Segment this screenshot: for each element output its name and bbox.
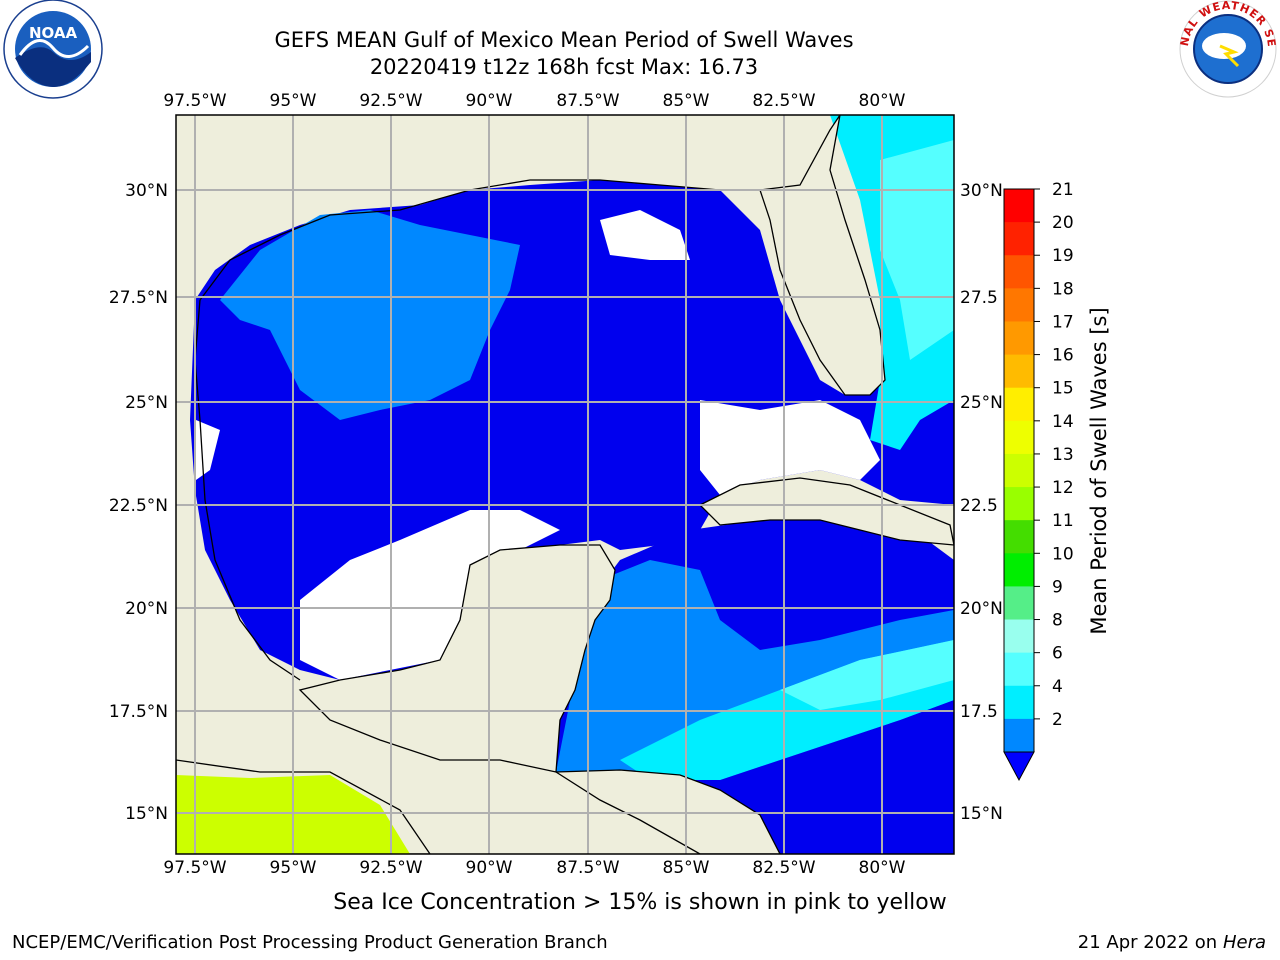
lon-label: 97.5°W: [163, 858, 226, 878]
svg-text:NOAA: NOAA: [29, 24, 78, 42]
colorbar-swatch: [1004, 189, 1034, 223]
lat-label: 25°N: [125, 393, 168, 413]
lon-label: 92.5°W: [359, 91, 422, 111]
lon-label: 97.5°W: [163, 91, 226, 111]
map-subtitle: 20220419 t12z 168h fcst Max: 16.73: [369, 55, 759, 79]
lon-label: 85°W: [663, 858, 710, 878]
lon-label: 95°W: [270, 91, 317, 111]
lat-labels-left: 30°N 27.5°N 25°N 22.5°N 20°N 17.5°N 15°N: [109, 181, 168, 824]
footer-credit: NCEP/EMC/Verification Post Processing Pr…: [12, 932, 608, 953]
lon-label: 80°W: [859, 91, 906, 111]
lat-label: 15°N: [125, 804, 168, 824]
colorbar: [1003, 188, 1035, 782]
colorbar-tick-label: 10: [1052, 544, 1074, 564]
colorbar-tick-label: 4: [1052, 677, 1063, 697]
colorbar-swatch: [1004, 553, 1034, 587]
colorbar-swatch: [1004, 420, 1034, 455]
lat-label: 30°N: [125, 181, 168, 201]
lat-label: 17.5: [960, 702, 998, 722]
lat-label: 30°N: [960, 181, 1003, 201]
colorbar-swatch: [1004, 321, 1034, 356]
lat-label: 22.5: [960, 496, 998, 516]
lon-label: 87.5°W: [556, 858, 619, 878]
footer-machine: Hera: [1222, 932, 1266, 953]
lat-label: 27.5°N: [109, 288, 168, 308]
colorbar-tick-label: 21: [1052, 180, 1074, 200]
lat-label: 25°N: [960, 393, 1003, 413]
colorbar-tick-label: 11: [1052, 511, 1074, 531]
colorbar-swatch: [1004, 255, 1034, 289]
lon-label: 80°W: [859, 858, 906, 878]
colorbar-tick-label: 13: [1052, 445, 1074, 465]
colorbar-tick-label: 20: [1052, 213, 1074, 233]
western-swell-region: [220, 210, 520, 420]
lon-label: 85°W: [663, 91, 710, 111]
colorbar-label: Mean Period of Swell Waves [s]: [1087, 307, 1111, 634]
colorbar-tick-label: 6: [1052, 644, 1063, 664]
colorbar-swatch: [1004, 222, 1034, 256]
colorbar-swatch: [1004, 288, 1034, 322]
cuba: [698, 477, 954, 546]
lon-label: 90°W: [466, 91, 513, 111]
colorbar-tick-label: 17: [1052, 312, 1074, 332]
colorbar-swatch: [1004, 520, 1034, 554]
caribbean-lightcyan: [780, 640, 954, 710]
lon-label: 92.5°W: [359, 858, 422, 878]
lat-label: 17.5°N: [109, 702, 168, 722]
atlantic-lightcyan: [880, 140, 954, 360]
colorbar-swatch: [1004, 652, 1034, 687]
colorbar-swatch: [1004, 387, 1034, 422]
lat-label: 20°N: [960, 599, 1003, 619]
lat-label: 20°N: [125, 599, 168, 619]
lon-labels-top: 97.5°W 95°W 92.5°W 90°W 87.5°W 85°W 82.5…: [163, 91, 905, 111]
lat-label: 15°N: [960, 804, 1003, 824]
colorbar-tick-label: 2: [1052, 710, 1063, 730]
sea-ice-note: Sea Ice Concentration > 15% is shown in …: [333, 890, 947, 915]
blank-area-west: [196, 420, 220, 480]
colorbar-tick-label: 15: [1052, 379, 1074, 399]
noaa-logo: NOAA: [3, 0, 103, 99]
lon-labels-bottom: 97.5°W 95°W 92.5°W 90°W 87.5°W 85°W 82.5…: [163, 858, 905, 878]
nws-logo: NATIONAL WEATHER SERVICE: [1176, 0, 1277, 98]
colorbar-tick-label: 14: [1052, 412, 1074, 432]
colorbar-frame: [1003, 188, 1035, 752]
lon-label: 95°W: [270, 858, 317, 878]
colorbar-ticks: 21 20 19 18 17 16 15 14 13 12 11 10 9 8 6 4 2: [1034, 180, 1074, 730]
lat-label: 22.5°N: [109, 496, 168, 516]
lon-label: 82.5°W: [752, 858, 815, 878]
colorbar-swatch: [1004, 586, 1034, 621]
footer-date: 21 Apr 2022 on Hera: [1077, 932, 1266, 953]
colorbar-swatch: [1004, 685, 1034, 720]
colorbar-swatch: [1004, 718, 1034, 753]
map-title: GEFS MEAN Gulf of Mexico Mean Period of …: [274, 28, 854, 52]
colorbar-swatch: [1004, 354, 1034, 389]
graticule: [176, 115, 954, 854]
colorbar-tick-label: 16: [1052, 346, 1074, 366]
blank-area-northeast: [600, 210, 690, 260]
colorbar-tick-label: 19: [1052, 246, 1074, 266]
colorbar-swatch: [1004, 619, 1034, 654]
colorbar-swatch: [1004, 487, 1034, 521]
lat-labels-right: 30°N 27.5 25°N 22.5 20°N 17.5 15°N: [960, 181, 1003, 824]
lon-label: 82.5°W: [752, 91, 815, 111]
lon-label: 87.5°W: [556, 91, 619, 111]
lat-label: 27.5: [960, 288, 998, 308]
colorbar-tick-label: 9: [1052, 577, 1063, 597]
colorbar-extend-arrow: [1003, 751, 1035, 782]
colorbar-tick-label: 12: [1052, 478, 1074, 498]
lon-label: 90°W: [466, 858, 513, 878]
colorbar-tick-label: 8: [1052, 611, 1063, 631]
colorbar-swatch: [1004, 453, 1034, 488]
colorbar-tick-label: 18: [1052, 279, 1074, 299]
blank-area-east: [700, 400, 880, 495]
